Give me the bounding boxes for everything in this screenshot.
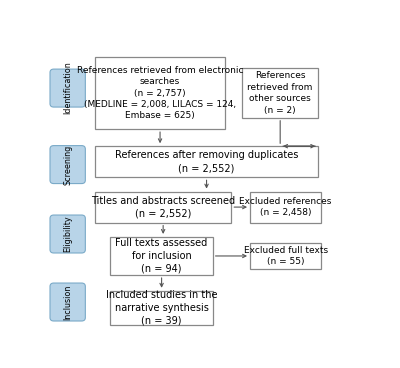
FancyBboxPatch shape [50, 146, 85, 184]
Text: Inclusion: Inclusion [63, 284, 72, 320]
Text: Identification: Identification [63, 62, 72, 114]
FancyBboxPatch shape [250, 191, 321, 223]
FancyBboxPatch shape [110, 237, 213, 275]
FancyBboxPatch shape [242, 68, 318, 118]
FancyBboxPatch shape [95, 146, 318, 177]
FancyBboxPatch shape [50, 215, 85, 253]
Text: References retrieved from electronic
searches
(n = 2,757)
(MEDLINE = 2,008, LILA: References retrieved from electronic sea… [77, 66, 243, 120]
FancyBboxPatch shape [95, 191, 231, 223]
Text: Screening: Screening [63, 145, 72, 185]
FancyBboxPatch shape [95, 57, 225, 129]
Text: Full texts assessed
for inclusion
(n = 94): Full texts assessed for inclusion (n = 9… [116, 238, 208, 274]
FancyBboxPatch shape [110, 291, 213, 325]
FancyBboxPatch shape [250, 243, 321, 269]
FancyBboxPatch shape [50, 283, 85, 321]
Text: Titles and abstracts screened
(n = 2,552): Titles and abstracts screened (n = 2,552… [91, 196, 235, 219]
Text: Eligibility: Eligibility [63, 216, 72, 252]
Text: References after removing duplicates
(n = 2,552): References after removing duplicates (n … [115, 151, 298, 173]
Text: Included studies in the
narrative synthesis
(n = 39): Included studies in the narrative synthe… [106, 290, 217, 325]
Text: References
retrieved from
other sources
(n = 2): References retrieved from other sources … [248, 71, 313, 115]
FancyBboxPatch shape [50, 69, 85, 107]
Text: Excluded full texts
(n = 55): Excluded full texts (n = 55) [244, 246, 328, 266]
Text: Excluded references
(n = 2,458): Excluded references (n = 2,458) [240, 197, 332, 217]
